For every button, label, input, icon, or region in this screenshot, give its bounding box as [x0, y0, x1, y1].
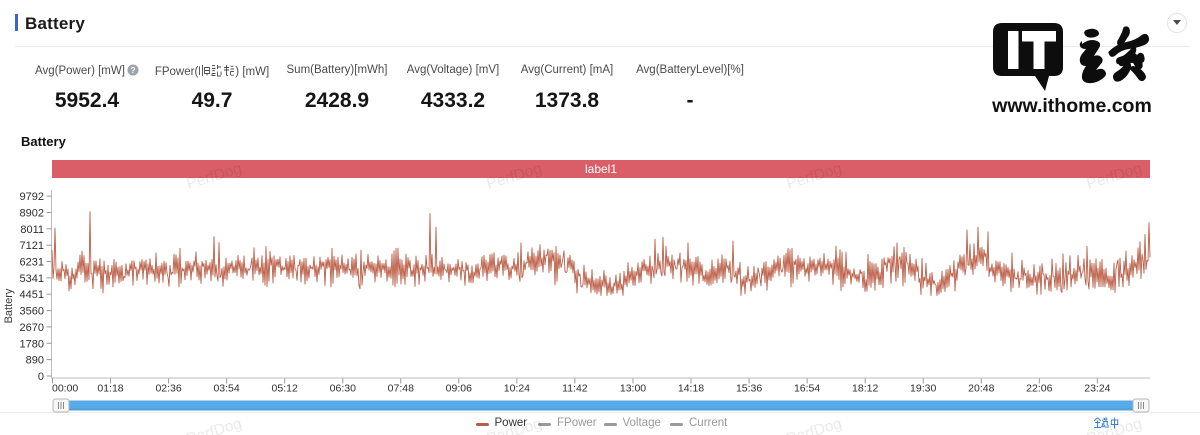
svg-text:5341: 5341: [20, 273, 44, 285]
svg-text:13:00: 13:00: [620, 383, 646, 395]
svg-text:11:42: 11:42: [562, 383, 588, 395]
svg-text:4451: 4451: [20, 289, 44, 301]
svg-text:05:12: 05:12: [272, 383, 298, 395]
svg-text:09:06: 09:06: [446, 383, 472, 395]
svg-text:10:24: 10:24: [504, 383, 530, 395]
svg-text:890: 890: [26, 355, 44, 367]
svg-text:14:18: 14:18: [678, 383, 704, 395]
svg-text:00:00: 00:00: [52, 383, 78, 395]
svg-text:9792: 9792: [20, 191, 44, 203]
svg-text:19:30: 19:30: [910, 383, 936, 395]
svg-text:01:18: 01:18: [97, 383, 123, 395]
svg-text:7121: 7121: [20, 240, 44, 252]
svg-text:03:54: 03:54: [213, 383, 239, 395]
svg-text:8902: 8902: [20, 208, 44, 220]
svg-text:Battery: Battery: [3, 288, 15, 323]
svg-text:16:54: 16:54: [794, 383, 820, 395]
svg-text:22:06: 22:06: [1026, 383, 1052, 395]
svg-text:?: ?: [130, 65, 135, 75]
svg-text:0: 0: [38, 371, 44, 383]
svg-text:15:36: 15:36: [736, 383, 762, 395]
svg-text:6231: 6231: [20, 257, 44, 269]
svg-text:8011: 8011: [20, 224, 44, 236]
svg-text:18:12: 18:12: [852, 383, 878, 395]
svg-text:07:48: 07:48: [388, 383, 414, 395]
svg-text:23:24: 23:24: [1084, 383, 1110, 395]
svg-text:20:48: 20:48: [968, 383, 994, 395]
svg-text:3560: 3560: [20, 306, 44, 318]
svg-text:06:30: 06:30: [330, 383, 356, 395]
svg-text:02:36: 02:36: [155, 383, 181, 395]
svg-text:2670: 2670: [20, 322, 44, 334]
svg-text:1780: 1780: [20, 338, 44, 350]
